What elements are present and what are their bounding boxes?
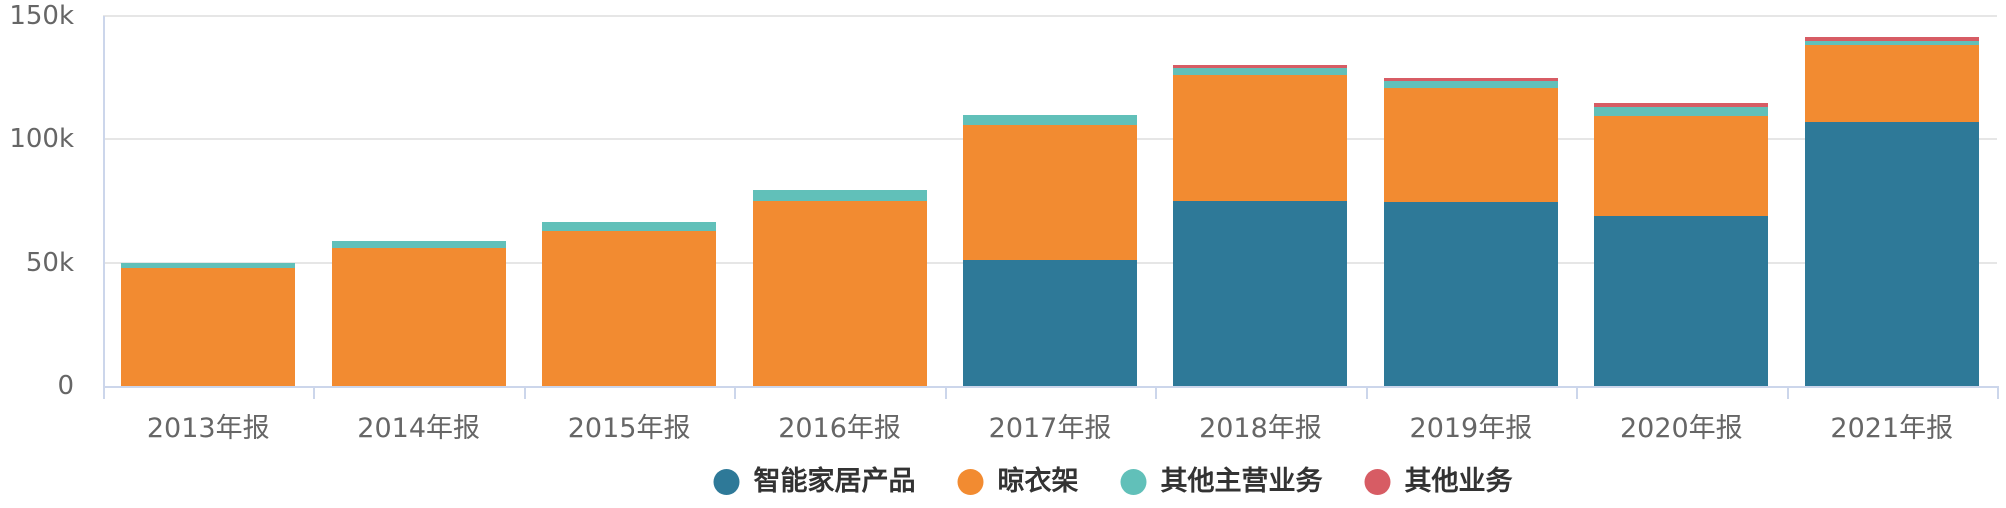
x-axis-tick — [313, 388, 316, 399]
bar-2021-segment-other-main-business[interactable] — [1804, 40, 1979, 46]
y-axis-label-0: 0 — [57, 371, 74, 401]
bar-2016-segment-other-main-business[interactable] — [752, 189, 927, 201]
bar-2019-segment-other-business[interactable] — [1383, 77, 1558, 81]
y-axis-line — [103, 16, 105, 386]
legend-label-other-main-business: 其他主营业务 — [1160, 466, 1323, 497]
bar-2018-segment-other-main-business[interactable] — [1173, 67, 1348, 75]
legend-item-clothes-rack[interactable]: 晾衣架 — [957, 466, 1079, 498]
bar-2020-segment-other-main-business[interactable] — [1594, 107, 1769, 116]
x-axis-tick — [944, 388, 947, 399]
legend-dot-other-business-icon — [1364, 469, 1391, 495]
y-axis-label-100k: 100k — [9, 124, 74, 155]
x-axis-label-2018: 2018年报 — [1199, 413, 1322, 444]
bar-2014-segment-other-main-business[interactable] — [331, 240, 506, 249]
x-axis-tick — [1576, 388, 1579, 399]
bar-2019-segment-clothes-rack[interactable] — [1383, 88, 1558, 203]
bar-2018-segment-smart-home[interactable] — [1173, 201, 1348, 386]
bar-2017-segment-other-main-business[interactable] — [963, 114, 1137, 126]
legend-item-smart-home[interactable]: 智能家居产品 — [713, 466, 916, 498]
x-axis-label-2013: 2013年报 — [146, 413, 270, 444]
y-axis-label-150k: 150k — [9, 1, 74, 31]
bar-2018-segment-other-business[interactable] — [1173, 65, 1348, 68]
bar-2020-segment-other-business[interactable] — [1594, 103, 1769, 108]
bar-2021-segment-other-business[interactable] — [1804, 37, 1979, 41]
x-axis-line — [103, 386, 1999, 388]
x-axis-label-2019: 2019年报 — [1409, 413, 1533, 444]
gridline-150k — [103, 15, 1997, 17]
x-axis-tick — [1155, 388, 1158, 399]
x-axis-tick — [523, 388, 526, 399]
legend-dot-smart-home-icon — [713, 469, 740, 495]
x-axis-label-2014: 2014年报 — [357, 413, 481, 444]
bar-2020-segment-smart-home[interactable] — [1594, 215, 1769, 386]
legend-item-other-main-business[interactable]: 其他主营业务 — [1120, 466, 1323, 498]
legend-label-smart-home: 智能家居产品 — [753, 466, 916, 497]
legend-label-clothes-rack: 晾衣架 — [997, 466, 1079, 497]
x-axis-label-2020: 2020年报 — [1619, 413, 1743, 444]
bar-2014-segment-clothes-rack[interactable] — [331, 248, 506, 386]
bar-2018-segment-clothes-rack[interactable] — [1173, 74, 1348, 201]
legend-item-other-business[interactable]: 其他业务 — [1364, 466, 1513, 498]
chart-legend: 智能家居产品 晾衣架 其他主营业务 其他业务 — [713, 466, 1513, 498]
x-axis-tick — [103, 388, 105, 399]
x-axis-tick — [734, 388, 737, 399]
bar-2016-segment-clothes-rack[interactable] — [752, 201, 927, 386]
x-axis-label-2016: 2016年报 — [778, 413, 901, 444]
bar-2021-segment-smart-home[interactable] — [1804, 121, 1979, 386]
legend-dot-clothes-rack-icon — [957, 469, 984, 495]
y-axis-label-50k: 50k — [25, 247, 74, 278]
x-axis-label-2015: 2015年报 — [567, 413, 691, 444]
x-axis-tick — [1365, 388, 1368, 399]
x-axis-label-2017: 2017年报 — [988, 413, 1112, 444]
bar-2019-segment-other-main-business[interactable] — [1383, 80, 1558, 89]
bar-2017-segment-clothes-rack[interactable] — [963, 125, 1137, 260]
bar-2015-segment-clothes-rack[interactable] — [542, 230, 717, 386]
legend-label-other-business: 其他业务 — [1404, 466, 1513, 497]
x-axis-tick — [1997, 388, 1999, 399]
bar-2013-segment-clothes-rack[interactable] — [121, 267, 296, 386]
bar-2020-segment-clothes-rack[interactable] — [1594, 115, 1769, 216]
bar-2017-segment-smart-home[interactable] — [963, 259, 1137, 386]
legend-dot-other-main-business-icon — [1120, 469, 1147, 495]
x-axis-tick — [1786, 388, 1789, 399]
bar-2013-segment-other-main-business[interactable] — [121, 262, 296, 268]
bar-2021-segment-clothes-rack[interactable] — [1804, 45, 1979, 122]
x-axis-label-2021: 2021年报 — [1830, 413, 1954, 444]
bar-2015-segment-other-main-business[interactable] — [542, 221, 717, 231]
bar-2019-segment-smart-home[interactable] — [1383, 202, 1558, 386]
